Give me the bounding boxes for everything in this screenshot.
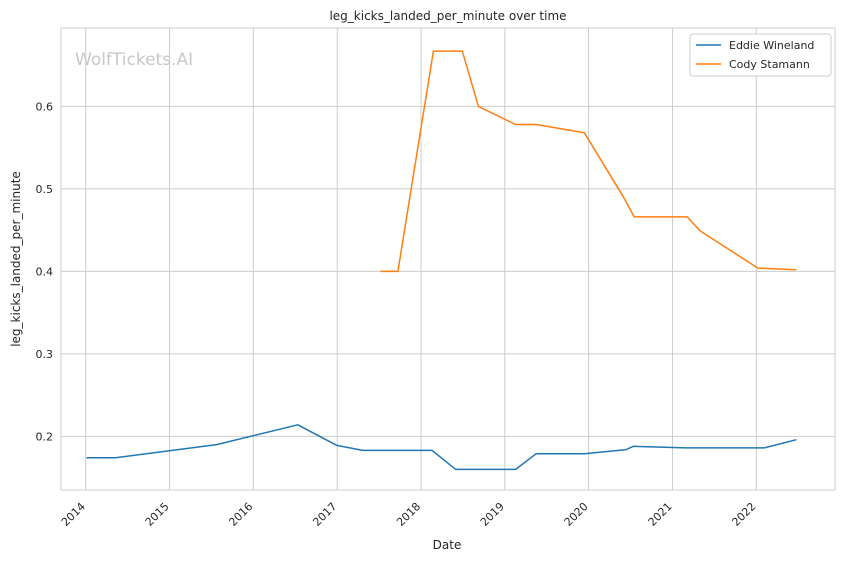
watermark: WolfTickets.AI xyxy=(75,50,193,70)
y-gridlines xyxy=(61,105,835,437)
chart-title: leg_kicks_landed_per_minute over time xyxy=(329,9,566,23)
y-tick-label: 0.3 xyxy=(36,348,54,361)
plot-area xyxy=(60,27,836,491)
legend: Eddie Wineland Cody Stamann xyxy=(689,33,832,77)
x-axis-title: Date xyxy=(433,538,462,552)
series-lines xyxy=(86,50,797,471)
series-line-cody-stamann xyxy=(380,50,797,273)
y-tick-label: 0.6 xyxy=(36,100,54,113)
legend-box xyxy=(689,33,832,77)
y-tick-label: 0.5 xyxy=(36,183,54,196)
y-axis-title: leg_kicks_landed_per_minute xyxy=(9,171,23,347)
legend-label-cody-stamann: Cody Stamann xyxy=(729,58,810,71)
series-line-eddie-wineland xyxy=(86,424,797,471)
x-gridlines xyxy=(85,28,757,490)
legend-label-eddie-wineland: Eddie Wineland xyxy=(729,39,814,52)
y-tick-label: 0.4 xyxy=(36,265,54,278)
y-tick-labels: 0.2 0.3 0.4 0.5 0.6 xyxy=(36,100,54,443)
y-tick-label: 0.2 xyxy=(36,430,54,443)
